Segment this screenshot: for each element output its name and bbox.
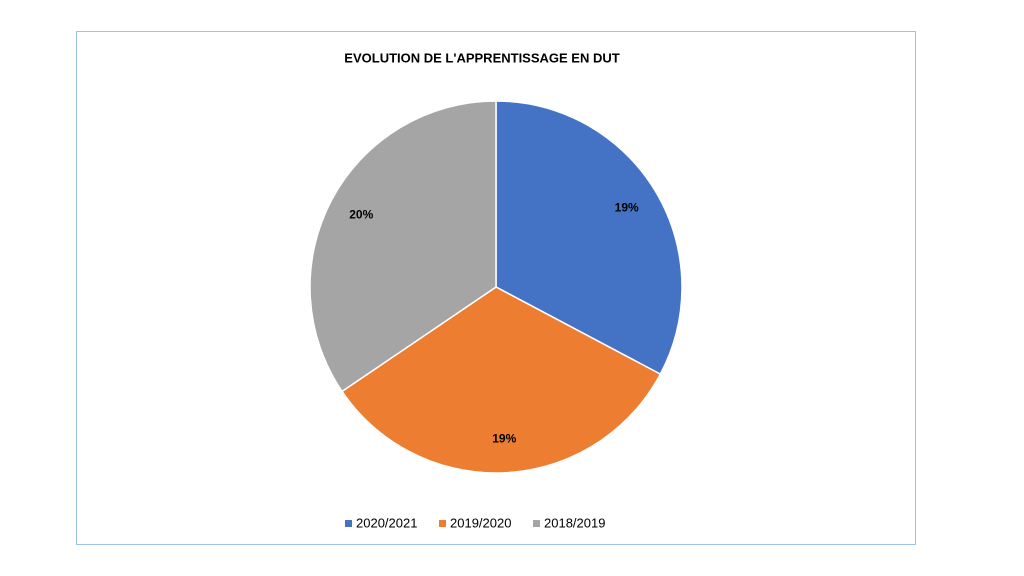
legend-swatch xyxy=(533,520,540,527)
legend-label: 2020/2021 xyxy=(356,515,417,530)
pie-slice xyxy=(309,100,497,393)
pie-slice xyxy=(341,286,662,474)
legend-swatch xyxy=(439,520,446,527)
legend-label: 2019/2020 xyxy=(450,515,511,530)
legend-label: 2018/2019 xyxy=(544,515,605,530)
data-label: 19% xyxy=(492,431,516,445)
data-label: 20% xyxy=(349,208,373,222)
pie-slice xyxy=(495,100,683,376)
data-label: 19% xyxy=(615,201,639,215)
legend-swatch xyxy=(345,520,352,527)
chart-title: EVOLUTION DE L'APPRENTISSAGE EN DUT xyxy=(344,50,619,65)
